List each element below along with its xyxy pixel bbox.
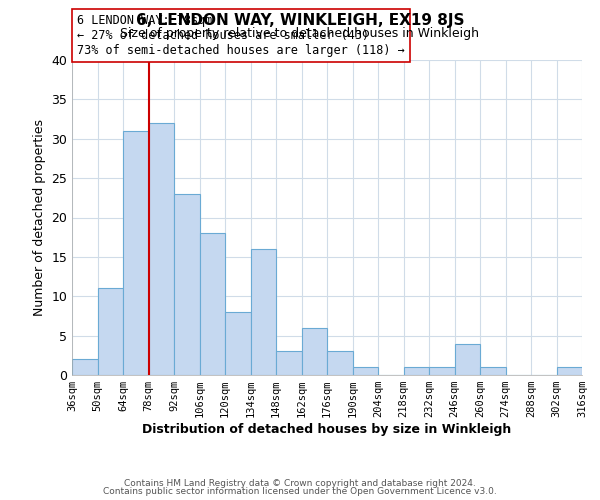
Bar [199, 233, 225, 375]
Bar [404, 367, 429, 375]
Bar [429, 367, 455, 375]
Y-axis label: Number of detached properties: Number of detached properties [33, 119, 46, 316]
Bar [72, 359, 97, 375]
Bar [480, 367, 505, 375]
Text: 6, LENDON WAY, WINKLEIGH, EX19 8JS: 6, LENDON WAY, WINKLEIGH, EX19 8JS [136, 12, 464, 28]
Bar [97, 288, 123, 375]
Bar [302, 328, 327, 375]
Bar [557, 367, 582, 375]
Text: Contains HM Land Registry data © Crown copyright and database right 2024.: Contains HM Land Registry data © Crown c… [124, 478, 476, 488]
Bar [149, 123, 174, 375]
Bar [225, 312, 251, 375]
Text: Size of property relative to detached houses in Winkleigh: Size of property relative to detached ho… [121, 28, 479, 40]
Bar [327, 352, 353, 375]
Bar [251, 249, 276, 375]
X-axis label: Distribution of detached houses by size in Winkleigh: Distribution of detached houses by size … [142, 423, 512, 436]
Bar [455, 344, 480, 375]
Bar [276, 352, 302, 375]
Bar [174, 194, 199, 375]
Bar [353, 367, 378, 375]
Text: Contains public sector information licensed under the Open Government Licence v3: Contains public sector information licen… [103, 487, 497, 496]
Text: 6 LENDON WAY: 78sqm
← 27% of detached houses are smaller (43)
73% of semi-detach: 6 LENDON WAY: 78sqm ← 27% of detached ho… [77, 14, 405, 57]
Bar [123, 131, 149, 375]
